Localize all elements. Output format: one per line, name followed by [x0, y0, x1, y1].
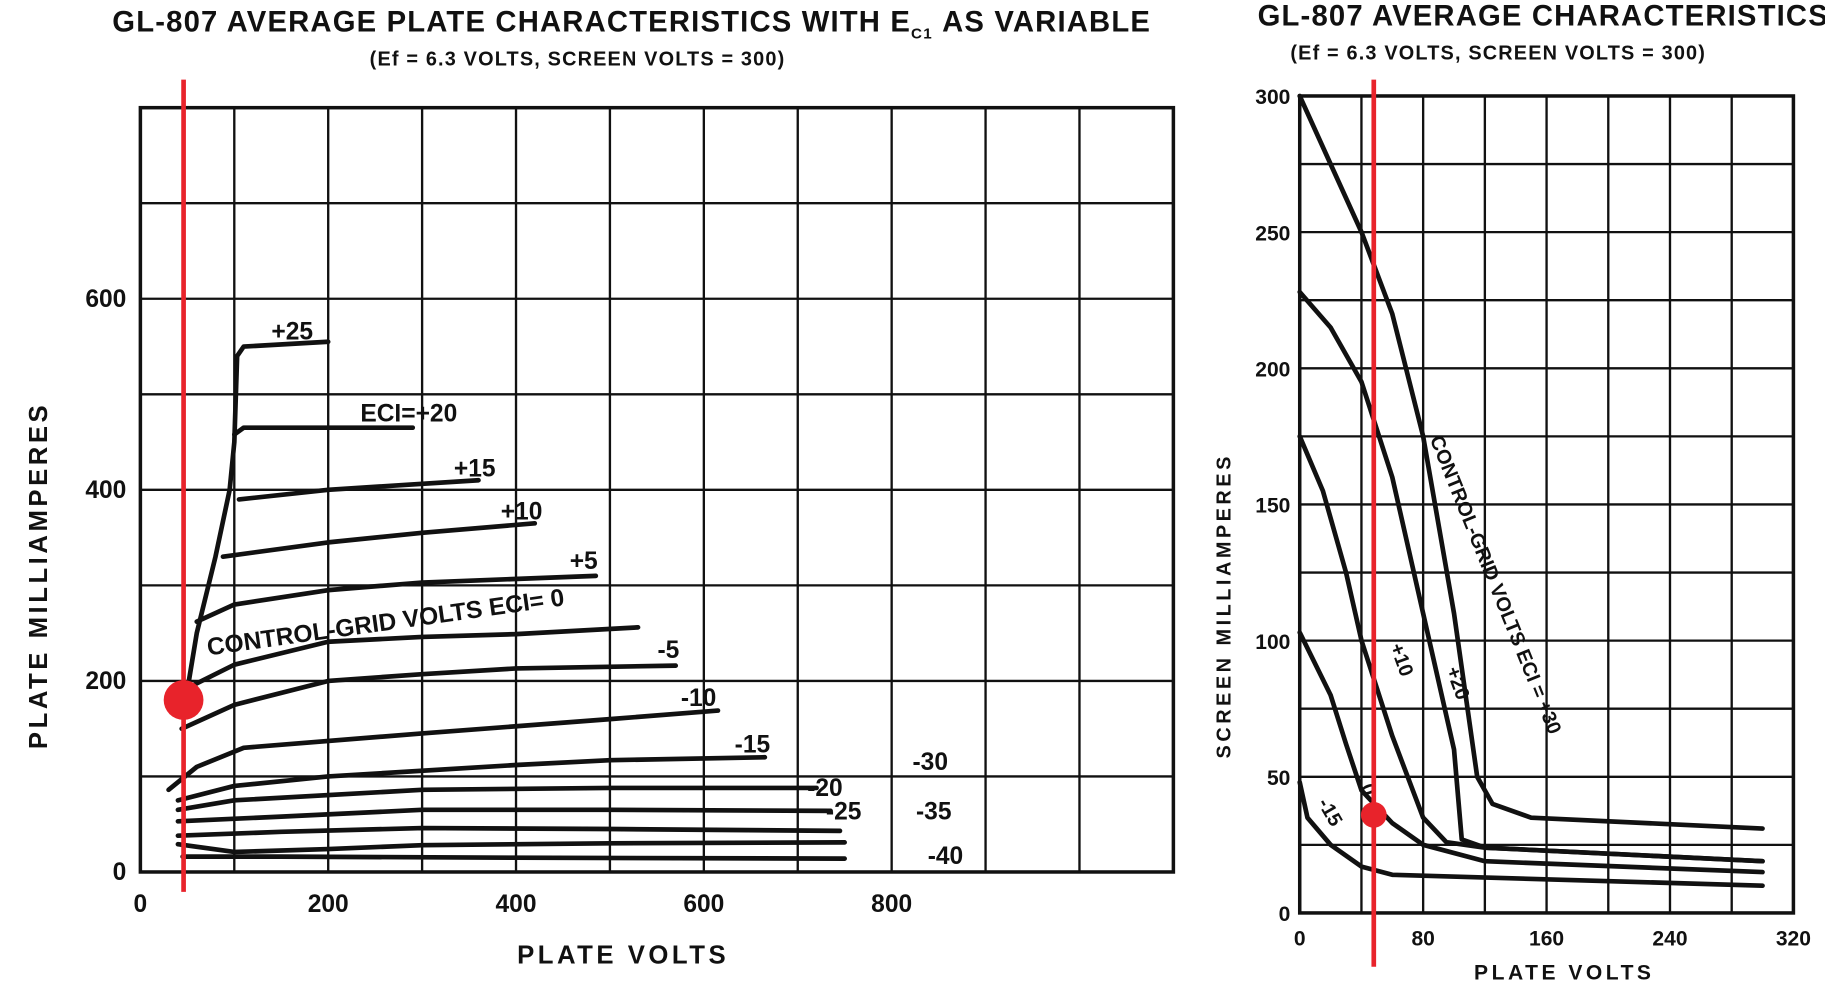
curve-ec1-minus20 — [175, 785, 819, 813]
x-tick-label: 600 — [683, 891, 724, 918]
y-tick-label: 200 — [1255, 358, 1290, 381]
curve-ec1-minus40 — [180, 854, 847, 861]
y-tick-label: 250 — [1255, 222, 1290, 245]
curve-ec1-minus15 — [1297, 779, 1765, 889]
right-x-axis-label: PLATE VOLTS — [1474, 962, 1654, 982]
y-tick-label: 400 — [85, 477, 126, 504]
curve-label: -25 — [826, 798, 862, 825]
curve-label: -20 — [807, 775, 843, 802]
curve-label: -40 — [928, 843, 964, 870]
curve-ec1-plus15 — [236, 477, 481, 502]
y-tick-label: 600 — [85, 286, 126, 313]
curve-label: CONTROL-GRID VOLTS ECI= 0 — [205, 584, 566, 661]
curve-ec1-minus15 — [175, 754, 768, 803]
curve-label: CONTROL-GRID VOLTS ECI = +30 — [1425, 433, 1565, 738]
curve-ec1-minus30 — [175, 825, 843, 839]
y-tick-label: 0 — [113, 859, 127, 886]
curve-label: ECI=+20 — [360, 400, 457, 427]
y-tick-label: 200 — [85, 668, 126, 695]
y-tick-label: 100 — [1255, 631, 1290, 654]
red-marker-dot — [1360, 802, 1387, 828]
curve-ec1-minus10 — [166, 708, 721, 793]
curve-label: -35 — [916, 798, 952, 825]
right-y-axis-label: SCREEN MILLIAMPERES — [1214, 453, 1236, 758]
curve-label: -15 — [735, 732, 771, 759]
x-tick-label: 800 — [871, 891, 912, 918]
x-tick-label: 80 — [1411, 928, 1434, 951]
x-tick-label: 0 — [1294, 928, 1306, 951]
plot-plate-characteristics: 0 200 400 600 800 0 200 400 600 +25 ECI=+20 +15+10 +… — [85, 79, 1176, 918]
curve-label: -30 — [913, 749, 949, 776]
y-tick-label: 50 — [1267, 767, 1290, 790]
left-x-axis-label: PLATE VOLTS — [517, 941, 729, 969]
curve-label: +10 — [1385, 640, 1417, 679]
right-chart-subtitle: (Ef = 6.3 VOLTS, SCREEN VOLTS = 300) — [1290, 43, 1706, 65]
y-tick-label: 150 — [1255, 495, 1290, 518]
x-tick-label: 320 — [1776, 928, 1811, 951]
x-tick-label: 0 — [134, 891, 148, 918]
curve-ec1-minus5 — [179, 663, 679, 732]
left-y-axis-label: PLATE MILLIAMPERES — [25, 402, 53, 749]
plot-frame — [1297, 94, 1796, 915]
curve-ec1-plus30 — [1297, 93, 1765, 831]
left-chart-subtitle: (Ef = 6.3 VOLTS, SCREEN VOLTS = 300) — [370, 49, 786, 71]
plot-screen-characteristics: 0 80 160 240 320 0 50 100 150 200 250 300 CONTROL-GR… — [1255, 79, 1811, 967]
curve-label: -15 — [1313, 794, 1346, 830]
left-chart-title: GL-807 AVERAGE PLATE CHARACTERISTICS WIT… — [112, 7, 1151, 43]
x-tick-label: 400 — [496, 891, 537, 918]
curve-ec1-minus35 — [175, 840, 847, 855]
curve-label: +20 — [1441, 664, 1473, 703]
x-tick-label: 200 — [308, 891, 349, 918]
plot-frame — [138, 105, 1176, 874]
curve-ec1-minus25 — [175, 807, 833, 824]
curve-label: +25 — [271, 318, 313, 345]
curve-label: -5 — [657, 637, 679, 664]
red-marker-dot — [163, 680, 204, 720]
curve-ec1-plus5 — [194, 573, 599, 624]
curve-label: -10 — [681, 685, 717, 712]
y-tick-label: 0 — [1279, 903, 1291, 926]
x-tick-label: 160 — [1529, 928, 1564, 951]
y-tick-label: 300 — [1255, 86, 1290, 109]
curve-label: +10 — [501, 499, 543, 526]
curve-ec1-plus10 — [220, 520, 538, 560]
right-chart-title: GL-807 AVERAGE CHARACTERISTICS — [1258, 1, 1825, 33]
curve-ec1-plus20 — [231, 425, 416, 437]
curve-label: +15 — [454, 455, 496, 482]
curve-ec1-plus10 — [1297, 433, 1765, 864]
curve-ec1-0 — [180, 625, 641, 693]
curve-label: +5 — [570, 548, 598, 575]
x-tick-label: 240 — [1652, 928, 1687, 951]
